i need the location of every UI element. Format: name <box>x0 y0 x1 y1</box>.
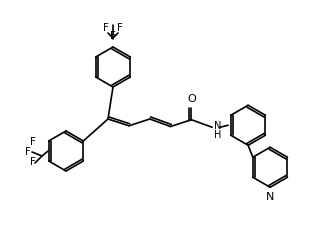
Text: F: F <box>103 23 109 33</box>
Text: F: F <box>30 137 36 147</box>
Text: N
H: N H <box>214 121 221 140</box>
Text: N: N <box>266 192 274 202</box>
Text: F: F <box>30 157 36 167</box>
Text: F: F <box>25 147 31 157</box>
Text: F: F <box>117 23 123 33</box>
Text: O: O <box>187 94 196 104</box>
Text: F: F <box>110 31 116 41</box>
